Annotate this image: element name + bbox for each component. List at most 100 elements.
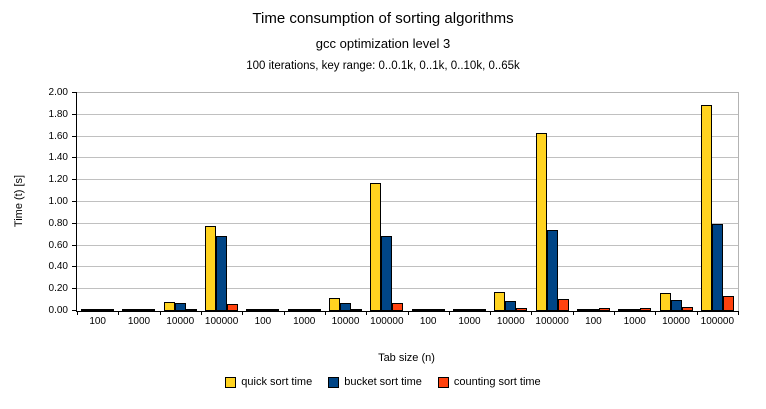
bar-quick-sort-time — [370, 183, 382, 311]
x-axis-tick — [738, 311, 739, 315]
legend: quick sort time bucket sort time counting … — [0, 376, 766, 388]
bar-counting-sort-time — [722, 296, 734, 311]
bar-bucket-sort-time — [587, 309, 599, 311]
x-category-label: 1000 — [458, 316, 481, 327]
bar-bucket-sort-time — [92, 309, 104, 311]
gridline — [77, 266, 738, 268]
gridline — [77, 244, 738, 246]
bar-cluster: 1000 — [284, 93, 325, 327]
bar-cluster: 100000 — [531, 93, 572, 327]
y-tick-label: 0.60 — [48, 239, 68, 251]
bar-quick-sort-time — [535, 133, 547, 311]
x-axis-tick — [531, 311, 533, 315]
x-category-label: 100000 — [535, 316, 569, 327]
gridline — [77, 201, 738, 202]
bar-bucket-sort-time — [711, 224, 723, 311]
bar-bucket-sort-time — [546, 230, 558, 311]
x-category-label: 100 — [585, 316, 602, 327]
bar-cluster: 100 — [573, 93, 614, 327]
x-category-label: 100000 — [370, 316, 404, 327]
x-category-label: 100 — [89, 316, 106, 327]
bar-cluster: 1000 — [449, 93, 490, 327]
legend-swatch-counting-sort-time — [437, 376, 449, 388]
bar-quick-sort-time — [287, 309, 299, 311]
x-axis-tick — [283, 311, 285, 315]
y-tick-label: 2.00 — [48, 87, 68, 98]
y-tick-label: 1.80 — [48, 108, 68, 120]
x-axis-tick — [118, 311, 120, 315]
bar-counting-sort-time — [351, 309, 363, 311]
bar-bucket-sort-time — [629, 309, 641, 311]
y-axis-tick — [72, 266, 77, 268]
bar-counting-sort-time — [185, 309, 197, 311]
x-axis-tick — [448, 311, 450, 315]
bar-counting-sort-time — [392, 303, 404, 311]
y-tick-label: 1.20 — [48, 174, 68, 186]
x-category-label: 10000 — [496, 316, 525, 327]
bar-cluster: 10000 — [160, 93, 201, 327]
bar-bucket-sort-time — [463, 309, 475, 311]
bar-cluster: 10000 — [490, 93, 531, 327]
plot-area: 0.00 0.20 0.40 0.60 0.80 1.00 1.20 1.40 1.60 1.80… — [49, 87, 739, 327]
bar-quick-sort-time — [122, 309, 134, 311]
gridline — [77, 179, 738, 181]
legend-item: bucket sort time — [328, 376, 422, 388]
gridline — [77, 288, 738, 290]
bar-cluster: 100000 — [697, 93, 738, 327]
y-axis-title: Time (t) [s] — [13, 174, 25, 228]
bar-quick-sort-time — [576, 309, 588, 311]
bar-quick-sort-time — [205, 226, 217, 311]
y-tick-label: 1.60 — [48, 130, 68, 142]
bar-cluster: 10000 — [325, 93, 366, 327]
bar-bucket-sort-time — [340, 303, 352, 311]
bar-bucket-sort-time — [670, 300, 682, 311]
x-axis-tick — [614, 311, 616, 315]
bar-cluster: 100 — [408, 93, 449, 327]
x-category-label: 1000 — [293, 316, 316, 327]
bar-cluster: 10000 — [655, 93, 696, 327]
bar-counting-sort-time — [433, 309, 445, 311]
bar-cluster: 100000 — [201, 93, 242, 327]
legend-item: counting sort time — [437, 376, 541, 388]
bar-bucket-sort-time — [133, 309, 145, 311]
x-category-label: 1000 — [127, 316, 151, 327]
y-tick-label: 1.40 — [48, 152, 68, 164]
bar-counting-sort-time — [268, 309, 280, 311]
x-axis-tick — [159, 311, 161, 315]
legend-swatch-quick-sort-time — [225, 376, 237, 388]
bar-counting-sort-time — [557, 299, 569, 311]
bar-counting-sort-time — [144, 309, 156, 311]
gridline — [77, 113, 738, 115]
x-category-label: 1000 — [623, 316, 646, 327]
y-axis-tick — [72, 135, 77, 137]
bar-counting-sort-time — [474, 309, 486, 311]
x-axis-tick — [366, 311, 368, 315]
bar-counting-sort-time — [681, 307, 693, 311]
chart-subtitle2: 100 iterations, key range: 0..0.1k, 0..1… — [246, 60, 520, 72]
y-tick-label: 0.80 — [48, 217, 68, 229]
bar-counting-sort-time — [598, 308, 610, 311]
y-tick-label: 0.40 — [48, 261, 68, 273]
bar-bucket-sort-time — [505, 301, 517, 311]
x-category-label: 10000 — [166, 316, 195, 327]
legend-item: quick sort time — [225, 376, 312, 388]
x-category-label: 100000 — [700, 316, 735, 327]
x-axis-tick — [407, 311, 409, 315]
bar-quick-sort-time — [452, 309, 464, 311]
bar-quick-sort-time — [329, 298, 341, 311]
bar-counting-sort-time — [103, 309, 115, 311]
bar-counting-sort-time — [227, 304, 239, 311]
bar-bucket-sort-time — [298, 309, 310, 311]
legend-label: bucket sort time — [344, 376, 422, 388]
x-axis-title: Tab size (n) — [378, 352, 435, 364]
bar-quick-sort-time — [618, 309, 630, 311]
bar-cluster: 100000 — [366, 93, 407, 327]
legend-swatch-bucket-sort-time — [328, 376, 340, 388]
bar-cluster: 100 — [242, 93, 283, 327]
bar-quick-sort-time — [700, 105, 712, 311]
x-category-label: 100 — [254, 316, 272, 327]
y-axis-tick — [72, 222, 77, 224]
chart-subtitle: gcc optimization level 3 — [315, 36, 451, 51]
bar-quick-sort-time — [81, 309, 93, 311]
